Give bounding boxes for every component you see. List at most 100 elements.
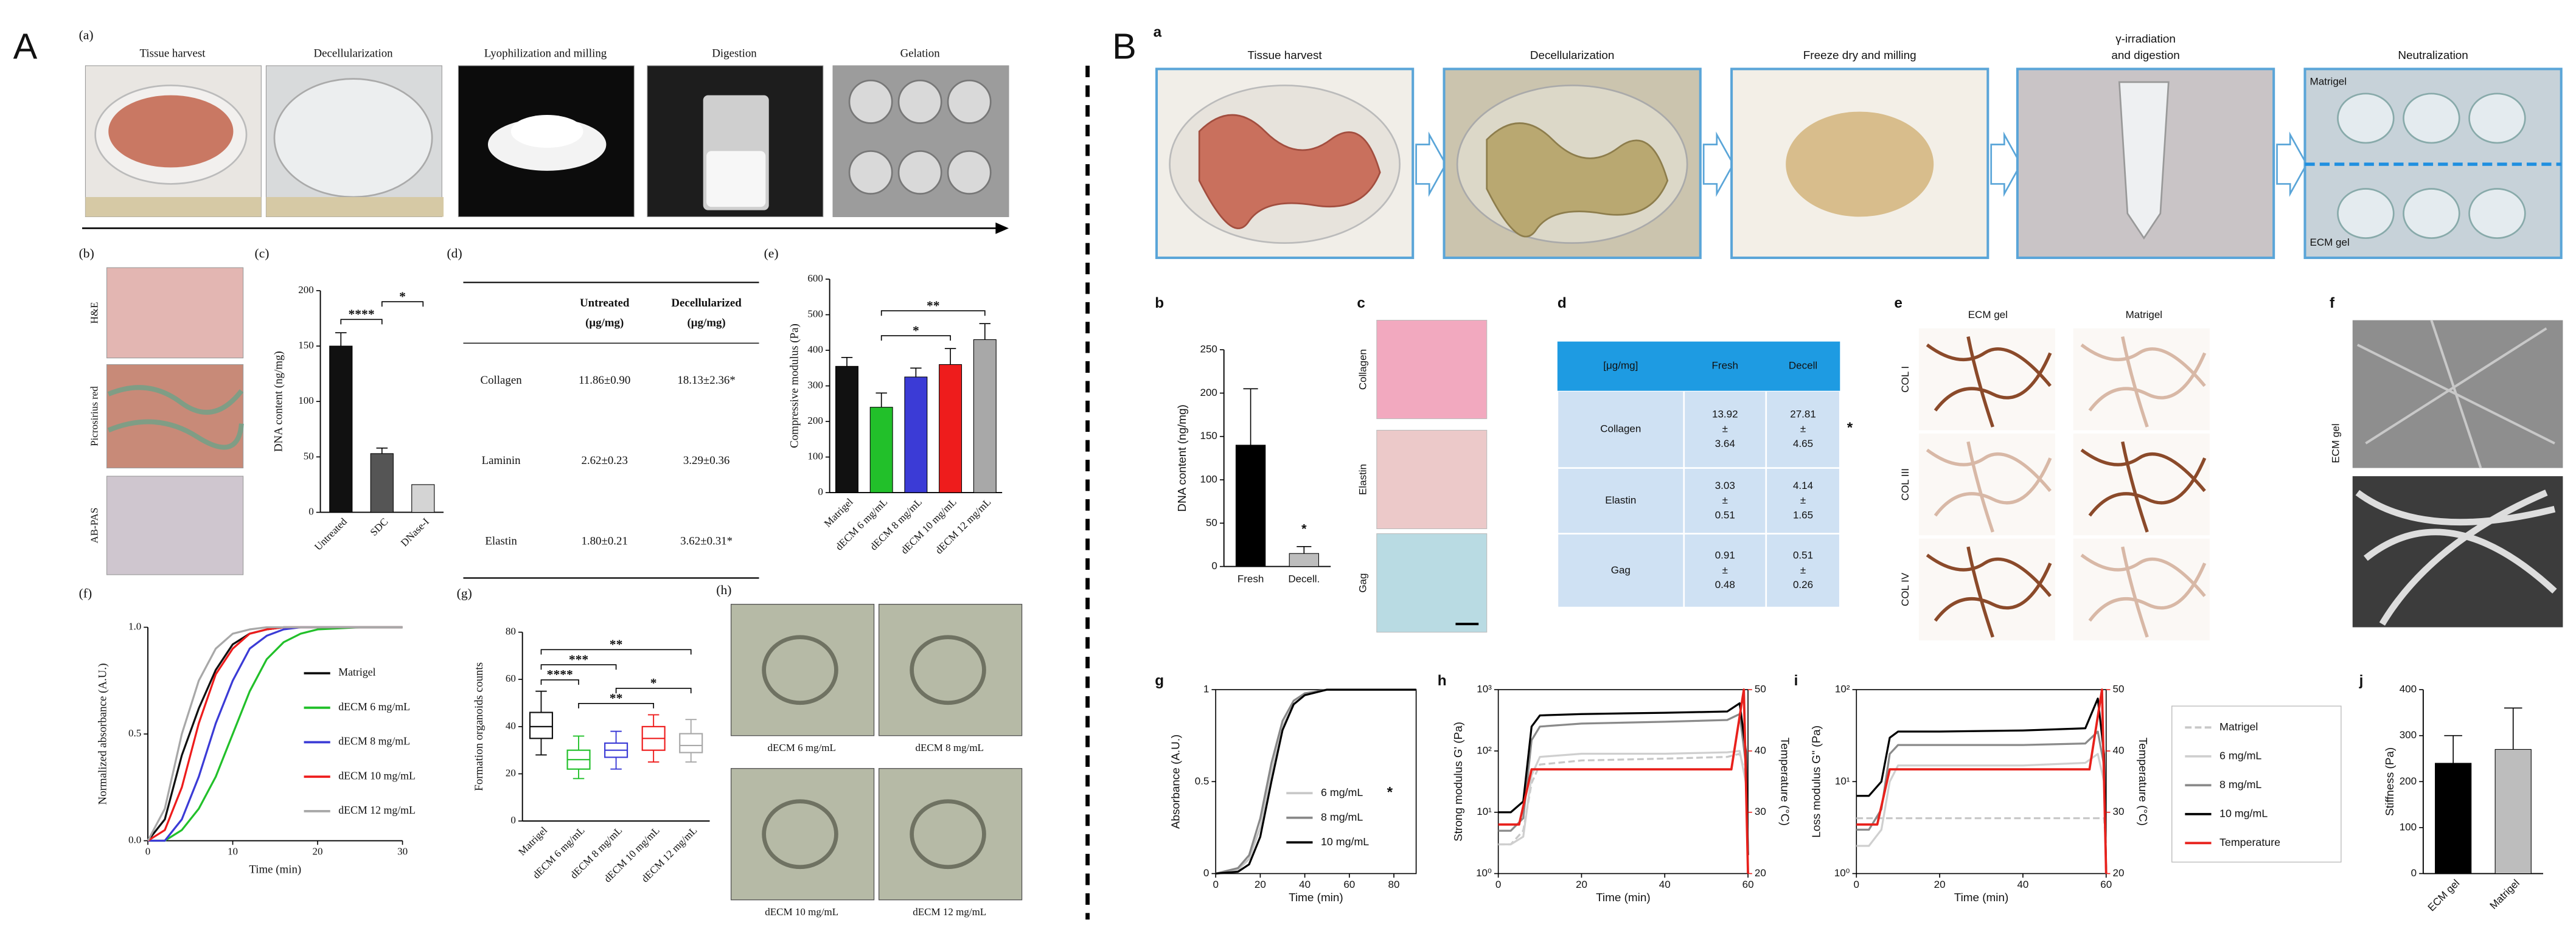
image	[1376, 533, 1488, 633]
y-tick-label: 100	[298, 395, 314, 406]
panel-label: c	[1357, 295, 1365, 311]
table-row-name: Collagen	[1600, 423, 1641, 435]
significance-bracket	[381, 301, 424, 307]
stain-network	[1926, 441, 2052, 533]
error-bar	[910, 367, 922, 377]
panel-label: h	[1438, 673, 1447, 689]
y-axis-label: DNA content (ng/mg)	[1176, 404, 1189, 511]
error-bar	[376, 447, 388, 454]
table-cell: 0.51	[1715, 509, 1735, 521]
fibers	[2355, 490, 2557, 626]
image-label: ECM gel	[2330, 423, 2341, 463]
y-axis-label: Compressive modulus (Pa)	[788, 324, 801, 448]
x-tick-label: Fresh	[1238, 573, 1264, 585]
legend-label: 8 mg/mL	[1321, 811, 1363, 823]
step-caption: Decellularization	[314, 47, 394, 60]
x-tick-label: 40	[1299, 879, 1311, 890]
image-detail	[108, 95, 234, 168]
ruler	[266, 197, 444, 217]
significance-label: **	[610, 691, 623, 705]
y-tick-label: 0	[308, 505, 314, 517]
row-label: COL IV	[1899, 572, 1911, 606]
table-cell: 3.29±0.36	[683, 454, 730, 467]
y-tick-label: 400	[807, 344, 823, 355]
y-tick-label: 10¹	[1835, 775, 1850, 787]
step-chevron	[1990, 131, 2022, 197]
y-tick-label: 300	[807, 379, 823, 390]
y-axis-label: Strong modulus G' (Pa)	[1452, 722, 1465, 842]
image-detail	[897, 79, 942, 124]
significance-label: *	[1301, 521, 1307, 536]
step-caption: Lyophilization and milling	[484, 47, 607, 60]
table-cell: 3.03	[1715, 480, 1735, 491]
panel-label: b	[1155, 295, 1164, 311]
step-caption: Digestion	[712, 47, 757, 60]
y-tick-label: 10²	[1835, 684, 1850, 695]
y-tick-label: 200	[298, 284, 314, 296]
table-mark: *	[1847, 420, 1853, 436]
error-bar	[979, 323, 991, 340]
series-line	[1856, 698, 2108, 874]
y-tick-label: 60	[506, 673, 516, 684]
step-caption: Tissue harvest	[140, 47, 206, 60]
y-tick-label: 0.0	[128, 834, 141, 845]
error-bar	[944, 348, 956, 365]
image	[878, 768, 1023, 901]
table-cell: 0.51	[1793, 550, 1813, 561]
step-caption: and digestion	[2111, 49, 2179, 62]
stain-label: H&E	[89, 302, 100, 324]
table-cell: 1.80±0.21	[581, 535, 628, 547]
y2-tick-label: 30	[1755, 806, 1766, 817]
image	[1376, 429, 1488, 530]
y-tick-label: 150	[298, 339, 314, 351]
series-line	[1856, 817, 2108, 846]
y-axis-label: Absorbance (A.U.)	[1169, 735, 1182, 829]
stain-network	[1926, 336, 2052, 428]
table-header-bg	[1557, 341, 1840, 391]
x-tick-label: 0	[1213, 879, 1218, 890]
table-cell: ±	[1722, 494, 1728, 506]
y-tick-label: 600	[807, 272, 823, 284]
series-line	[1216, 688, 1416, 875]
x-tick-label: 30	[397, 845, 408, 857]
table-cell: 11.86±0.90	[579, 374, 630, 387]
chart-line: g 0 0.5 1 Absorbance (A.U.) 0 20 40 60 80 Time (mi…	[1155, 673, 1417, 904]
tissue	[1198, 114, 1381, 229]
stain-label: Elastin	[1357, 464, 1369, 495]
panel-label: (a)	[79, 27, 94, 42]
error-bar	[841, 356, 853, 367]
y-tick-label: 80	[506, 626, 516, 637]
legend-label: 6 mg/mL	[1321, 786, 1363, 798]
significance-bracket	[615, 688, 692, 694]
image-caption: dECM 6 mg/mL	[768, 742, 836, 753]
table-cell-bg	[1685, 392, 1766, 468]
legend-label: 6 mg/mL	[2219, 749, 2261, 761]
significance-label: ***	[569, 652, 588, 666]
series-line	[1498, 702, 1749, 856]
tube	[2118, 81, 2170, 240]
image-detail	[897, 150, 942, 195]
image-detail	[910, 635, 986, 705]
y2-tick-label: 30	[2113, 806, 2125, 817]
table-cell: 2.62±0.23	[581, 454, 628, 467]
panel-label: (h)	[716, 583, 731, 597]
significance-bracket	[880, 310, 986, 316]
image-detail	[2337, 92, 2395, 144]
legend-label: Temperature	[2219, 836, 2280, 848]
ruler	[85, 197, 262, 217]
table-cell-bg	[1558, 468, 1683, 533]
table-cell: Elastin	[485, 535, 517, 547]
y-tick-label: 250	[1200, 344, 1217, 355]
y-tick-label: 1	[1203, 684, 1209, 695]
significance-label: ****	[547, 667, 573, 682]
significance-bracket	[340, 319, 383, 325]
table-header: Untreated	[580, 297, 630, 310]
x-tick-label: 10	[228, 845, 238, 857]
panel-label: (d)	[447, 246, 462, 260]
panel-label: a	[1154, 24, 1162, 40]
panel-label: f	[2330, 295, 2335, 311]
y-tick-label: 1.0	[128, 620, 141, 632]
overlay-label: Matrigel	[2310, 76, 2347, 88]
image	[106, 267, 244, 359]
error-bar	[335, 332, 347, 347]
